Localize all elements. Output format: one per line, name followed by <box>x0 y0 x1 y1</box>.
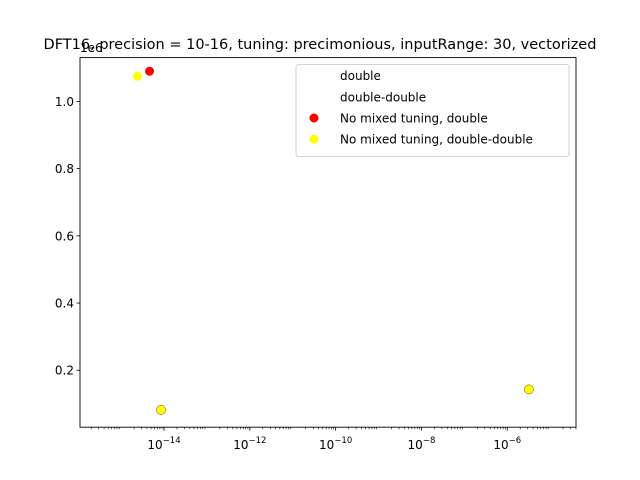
data-points <box>132 66 534 415</box>
y-tick-label: 0.4 <box>55 297 74 311</box>
data-point <box>132 71 142 81</box>
x-tick-label: 10−8 <box>408 436 436 452</box>
legend-label: double-double <box>340 90 426 104</box>
data-point-edge <box>524 384 534 395</box>
axis-ticks: 10−14 10−12 10−10 10−8 10−6 0.2 0.4 0.6 0.8 1.0 <box>55 95 577 452</box>
legend-box <box>295 64 570 157</box>
legend-marker <box>309 134 319 144</box>
chart-title: DFT16, precision = 10-16, tuning: precim… <box>44 37 597 53</box>
legend-label: No mixed tuning, double-double <box>340 133 533 147</box>
plot-area <box>79 57 577 428</box>
y-tick-label: 0.8 <box>55 162 74 176</box>
y-tick-label: 0.6 <box>55 229 74 243</box>
y-tick-label: 1.0 <box>55 95 74 109</box>
x-tick-label: 10−6 <box>493 436 521 452</box>
x-tick-label: 10−12 <box>233 436 266 452</box>
y-axis-offset-label: 1e6 <box>80 41 103 55</box>
y-tick-label: 0.2 <box>55 364 74 378</box>
data-point <box>156 405 166 415</box>
x-tick-label: 10−10 <box>319 436 352 452</box>
legend-marker <box>309 113 319 123</box>
legend-label: No mixed tuning, double <box>340 112 488 126</box>
data-point <box>524 384 534 394</box>
legend-label: double <box>340 69 381 83</box>
x-tick-label: 10−14 <box>147 436 180 452</box>
legend: double double-double No mixed tuning, doub… <box>295 64 570 157</box>
data-point-edge <box>156 405 166 415</box>
data-point <box>145 66 155 76</box>
